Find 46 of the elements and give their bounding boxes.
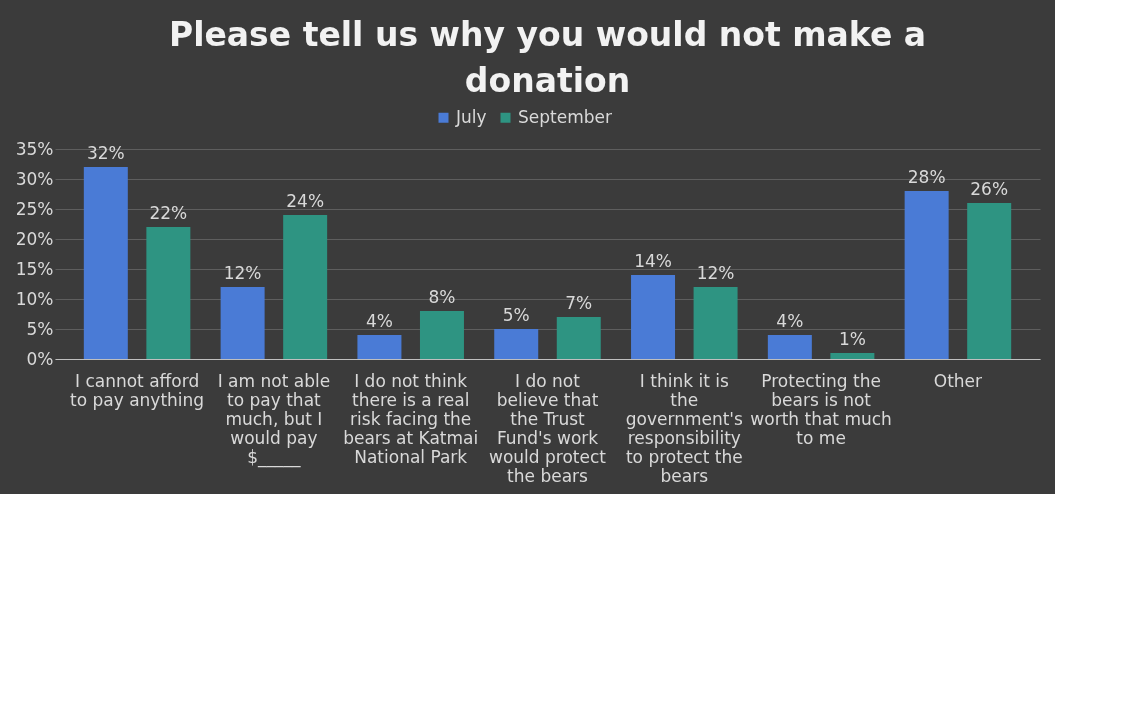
x-tick-label: I do not believe that the Trust Fund's work would protect the bears	[489, 370, 607, 486]
bar	[419, 311, 464, 359]
chart-title: Please tell us why you would not make a donation	[168, 15, 927, 100]
data-label: 4%	[776, 311, 804, 331]
bar	[693, 287, 738, 359]
bar	[220, 287, 265, 359]
legend-label: September	[518, 106, 612, 127]
data-label: 24%	[286, 191, 325, 211]
y-tick-label: 0%	[26, 348, 54, 369]
data-label: 22%	[149, 203, 188, 223]
y-tick-label: 15%	[15, 258, 54, 279]
y-tick-label: 30%	[15, 168, 54, 189]
data-label: 32%	[86, 143, 125, 163]
bar	[83, 167, 128, 359]
bar	[904, 191, 949, 359]
y-tick-label: 5%	[26, 318, 54, 339]
x-tick-label: I think it is the government's responsibility to protect the bears	[625, 370, 744, 486]
data-label: 7%	[565, 293, 593, 313]
y-tick-label: 20%	[15, 228, 54, 249]
x-tick-label: I do not think there is a real risk facing the bears at Katmai National Park	[343, 370, 479, 467]
y-tick-label: 25%	[15, 198, 54, 219]
bar	[494, 329, 539, 359]
bar	[631, 275, 676, 359]
data-label: 26%	[970, 179, 1009, 199]
bar	[283, 215, 328, 359]
x-tick-label: I am not able to pay that much, but I would pay $_____	[217, 370, 331, 468]
legend-label: July	[455, 106, 487, 127]
data-label: 14%	[634, 251, 672, 271]
x-tick-label: I cannot afford to pay anything	[70, 370, 205, 410]
bar	[357, 335, 402, 359]
data-label: 8%	[428, 287, 456, 307]
data-label: 12%	[223, 263, 262, 283]
y-tick-label: 35%	[15, 138, 54, 159]
bar	[556, 317, 601, 359]
y-tick-label: 10%	[15, 288, 54, 309]
bar	[967, 203, 1012, 359]
data-label: 5%	[502, 305, 530, 325]
data-label: 12%	[696, 263, 735, 283]
data-label: 28%	[907, 167, 946, 187]
bar	[830, 353, 875, 359]
x-tick-label: Other	[933, 370, 983, 391]
bar	[146, 227, 191, 359]
x-tick-label: Protecting the bears is not worth that much to me	[750, 370, 892, 448]
bar	[767, 335, 812, 359]
data-label: 4%	[365, 311, 393, 331]
data-label: 1%	[838, 329, 866, 349]
